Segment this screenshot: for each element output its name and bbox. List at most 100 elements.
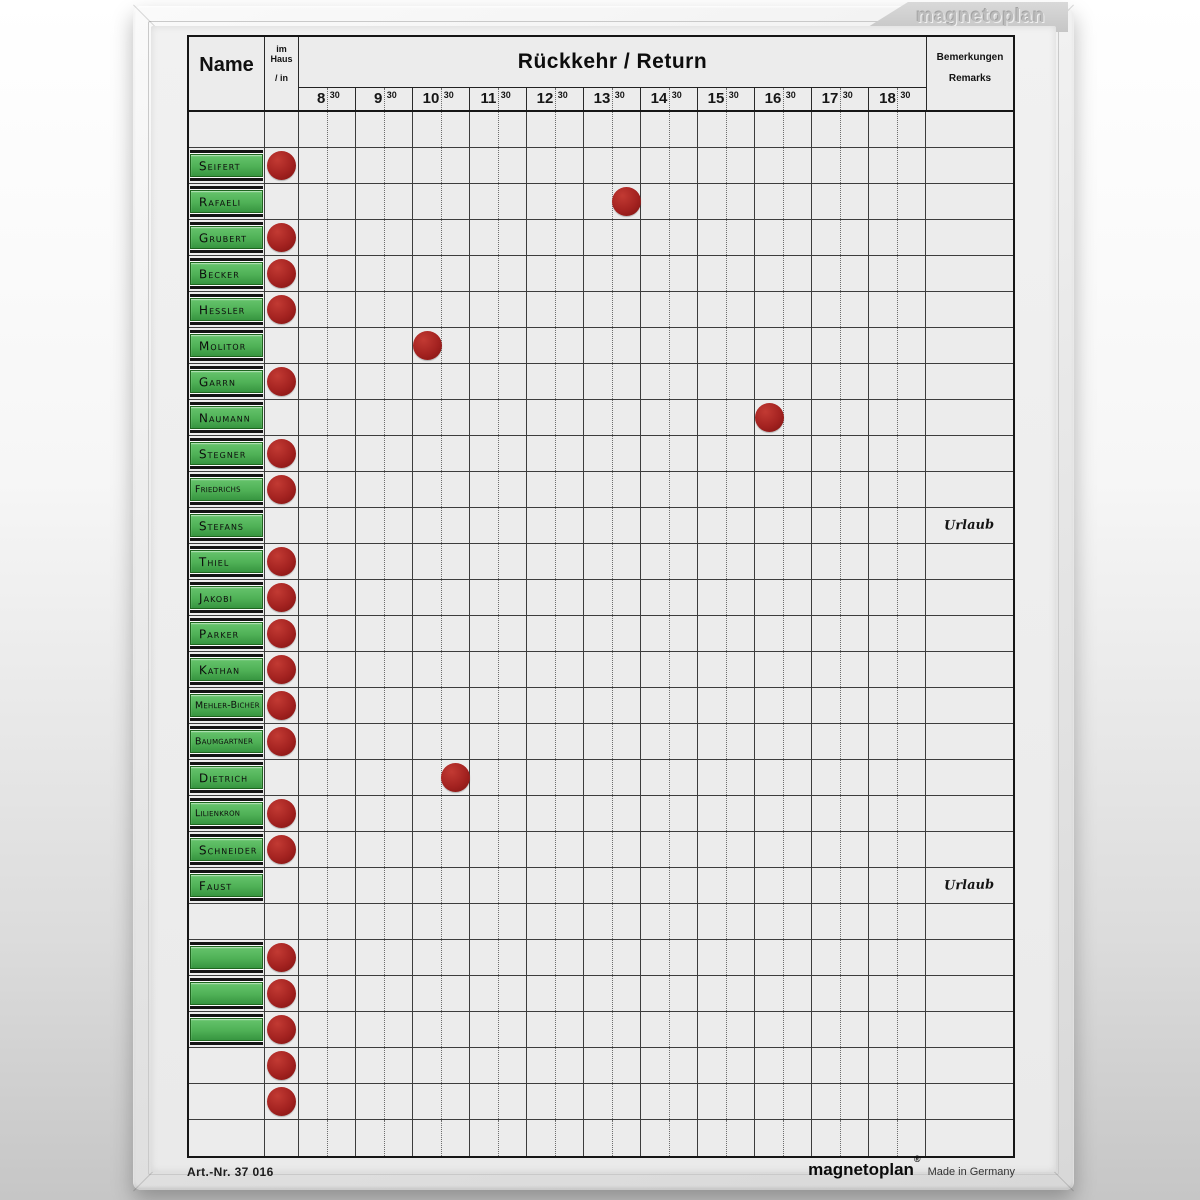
- red-magnet-dot[interactable]: [267, 439, 296, 468]
- time-cell: [413, 112, 470, 147]
- red-magnet-dot[interactable]: [413, 331, 442, 360]
- name-tag[interactable]: Molitor: [190, 330, 263, 361]
- time-cell: [584, 292, 641, 327]
- time-cell: [755, 1084, 812, 1119]
- name-tag[interactable]: Dietrich: [190, 762, 263, 793]
- name-tag[interactable]: Seifert: [190, 150, 263, 181]
- frame-miter-bottom-right: [1052, 1169, 1074, 1192]
- half-hour-line: [384, 904, 385, 939]
- half-hour-line: [669, 508, 670, 543]
- time-cell: [527, 796, 584, 831]
- name-tag[interactable]: [190, 1014, 263, 1045]
- half-hour-line: [612, 688, 613, 723]
- red-magnet-dot[interactable]: [267, 295, 296, 324]
- half-hour-line: [669, 904, 670, 939]
- time-minutes-label: 30: [443, 90, 454, 100]
- half-hour-line: [783, 1048, 784, 1083]
- half-hour-line: [498, 940, 499, 975]
- time-cell: [584, 328, 641, 363]
- name-tag[interactable]: Hessler: [190, 294, 263, 325]
- time-cell: [413, 832, 470, 867]
- time-hour-label: 13: [593, 90, 611, 107]
- red-magnet-dot[interactable]: [267, 691, 296, 720]
- red-magnet-dot[interactable]: [267, 475, 296, 504]
- red-magnet-dot[interactable]: [267, 979, 296, 1008]
- name-tag[interactable]: Garrn: [190, 366, 263, 397]
- time-cell: [641, 400, 698, 435]
- green-label: Thiel: [190, 550, 263, 573]
- time-cell: [641, 904, 698, 939]
- name-tag[interactable]: [190, 978, 263, 1009]
- name-tag[interactable]: Thiel: [190, 546, 263, 577]
- time-cell: [641, 688, 698, 723]
- half-hour-line: [327, 1084, 328, 1119]
- red-magnet-dot[interactable]: [267, 655, 296, 684]
- time-cell: [356, 544, 413, 579]
- half-hour-line: [327, 616, 328, 651]
- red-magnet-dot[interactable]: [267, 223, 296, 252]
- red-magnet-dot[interactable]: [441, 763, 470, 792]
- red-magnet-dot[interactable]: [267, 1051, 296, 1080]
- in-house-cell: [265, 1048, 299, 1083]
- green-label: Hessler: [190, 298, 263, 321]
- name-tag[interactable]: Kathan: [190, 654, 263, 685]
- time-cell: [698, 256, 755, 291]
- remark-note[interactable]: Urlaub: [944, 517, 995, 534]
- footer-branding: magnetoplan® Made in Germany: [808, 1154, 1015, 1180]
- name-text: Seifert: [198, 158, 241, 173]
- name-tag[interactable]: Jakobi: [190, 582, 263, 613]
- name-tag[interactable]: Stefans: [190, 510, 263, 541]
- name-tag[interactable]: Lilienkron: [190, 798, 263, 829]
- name-tag[interactable]: Stegner: [190, 438, 263, 469]
- green-label: Stefans: [190, 514, 263, 537]
- red-magnet-dot[interactable]: [267, 1087, 296, 1116]
- time-cell: [755, 364, 812, 399]
- half-hour-line: [612, 1012, 613, 1047]
- red-magnet-dot[interactable]: [755, 403, 784, 432]
- name-tag[interactable]: Naumann: [190, 402, 263, 433]
- half-hour-line: [783, 796, 784, 831]
- time-cell: [413, 724, 470, 759]
- planner-row: Garrn: [189, 364, 1013, 400]
- half-hour-line: [897, 904, 898, 939]
- name-tag[interactable]: [190, 942, 263, 973]
- name-tag[interactable]: Mehler-Bicher: [190, 690, 263, 721]
- red-magnet-dot[interactable]: [267, 547, 296, 576]
- name-tag[interactable]: Parker: [190, 618, 263, 649]
- red-magnet-dot[interactable]: [267, 367, 296, 396]
- red-magnet-dot[interactable]: [612, 187, 641, 216]
- half-hour-line: [498, 1120, 499, 1156]
- name-tag[interactable]: Friedrichs: [190, 474, 263, 505]
- red-magnet-dot[interactable]: [267, 727, 296, 756]
- name-tag[interactable]: Grubert: [190, 222, 263, 253]
- red-magnet-dot[interactable]: [267, 259, 296, 288]
- name-tag[interactable]: Baumgartner: [190, 726, 263, 757]
- half-hour-line: [897, 184, 898, 219]
- red-magnet-dot[interactable]: [267, 1015, 296, 1044]
- red-magnet-dot[interactable]: [267, 619, 296, 648]
- remark-note[interactable]: Urlaub: [944, 877, 995, 894]
- red-magnet-dot[interactable]: [267, 943, 296, 972]
- time-cell: [356, 652, 413, 687]
- name-tag[interactable]: Becker: [190, 258, 263, 289]
- time-cell: [812, 904, 869, 939]
- half-hour-line: [726, 904, 727, 939]
- remark-cell: [926, 976, 1013, 1011]
- time-cell: [299, 652, 356, 687]
- half-hour-line: [555, 184, 556, 219]
- half-hour-line: [840, 112, 841, 147]
- name-tag[interactable]: Faust: [190, 870, 263, 901]
- time-cell: [641, 868, 698, 903]
- red-magnet-dot[interactable]: [267, 583, 296, 612]
- name-tag[interactable]: Rafaeli: [190, 186, 263, 217]
- half-hour-line: [726, 472, 727, 507]
- name-tag[interactable]: Schneider: [190, 834, 263, 865]
- red-magnet-dot[interactable]: [267, 151, 296, 180]
- red-magnet-dot[interactable]: [267, 799, 296, 828]
- time-cell: [755, 292, 812, 327]
- red-magnet-dot[interactable]: [267, 835, 296, 864]
- time-cell: [413, 508, 470, 543]
- half-hour-line: [441, 940, 442, 975]
- time-cell: [470, 220, 527, 255]
- time-hour-label: 8: [316, 90, 326, 107]
